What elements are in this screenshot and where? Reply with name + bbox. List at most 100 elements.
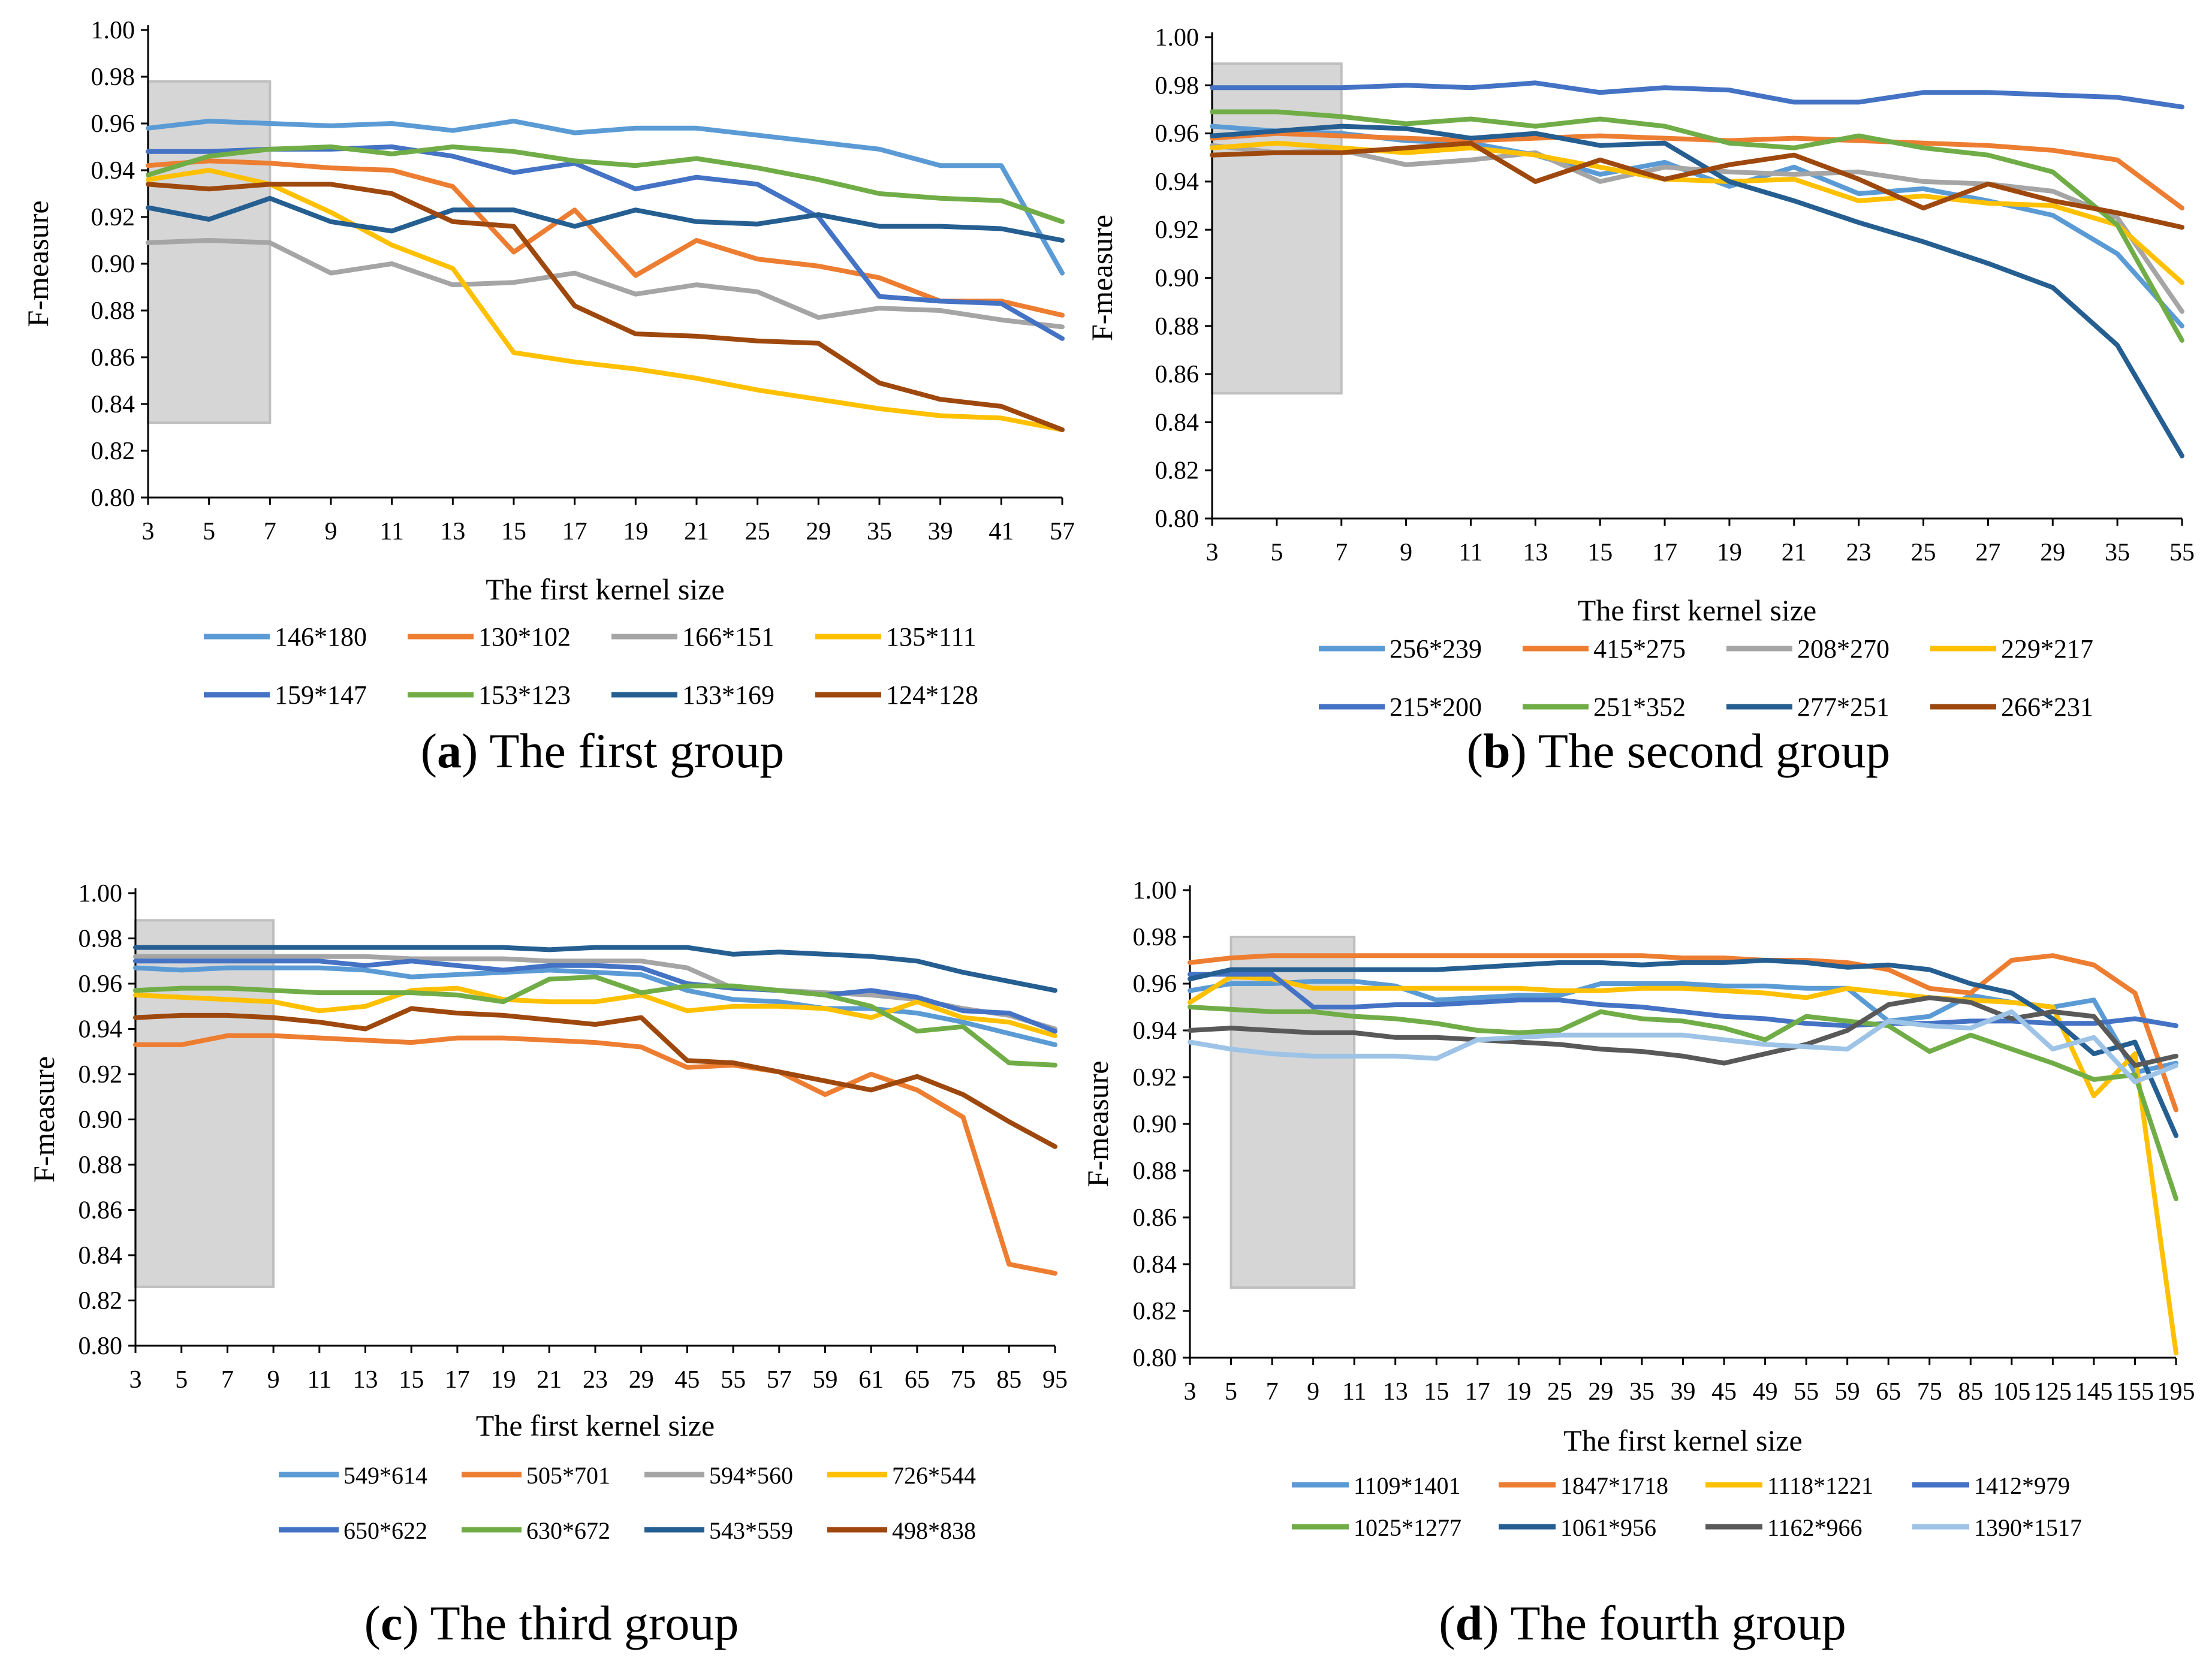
x-tick-label: 3 xyxy=(1206,539,1219,566)
series-line-266*231 xyxy=(1210,140,2184,230)
series-line-1118*1221 xyxy=(1188,974,2178,1356)
series-line-415*275 xyxy=(1210,131,2184,211)
y-tick-label: 0.82 xyxy=(79,1288,123,1315)
x-tick-label: 39 xyxy=(928,518,953,545)
y-tick-label: 0.92 xyxy=(1155,216,1200,244)
series-line-277*251 xyxy=(1210,123,2184,459)
x-tick-label: 13 xyxy=(1523,539,1548,566)
x-tick-label: 15 xyxy=(501,518,526,545)
x-tick-label: 9 xyxy=(1307,1378,1319,1406)
series-line-146*180 xyxy=(146,119,1065,276)
y-axis-label: F-measure xyxy=(1085,215,1119,341)
y-tick-label: 0.92 xyxy=(91,204,135,231)
legend-label: 133*169 xyxy=(682,680,774,710)
y-tick-label: 0.84 xyxy=(1133,1251,1177,1279)
series-line-1390*1517 xyxy=(1188,1009,2178,1084)
y-tick-label: 0.94 xyxy=(1155,168,1200,196)
legend-label: 146*180 xyxy=(275,622,367,652)
series-line-1061*956 xyxy=(1188,958,2178,1138)
highlight-box xyxy=(1211,62,1343,395)
x-tick-label: 49 xyxy=(1753,1378,1778,1406)
panel-caption: (d) The fourth group xyxy=(1439,1596,1846,1650)
x-tick-label: 7 xyxy=(1335,539,1348,566)
y-tick-label: 1.00 xyxy=(79,880,123,908)
y-tick-label: 0.80 xyxy=(91,484,135,512)
y-tick-label: 0.94 xyxy=(91,157,135,185)
highlight-box xyxy=(147,80,272,424)
legend-label: 505*701 xyxy=(526,1462,610,1489)
y-tick-label: 0.90 xyxy=(1133,1111,1177,1138)
series-line-251*352 xyxy=(1210,109,2184,343)
x-tick-label: 21 xyxy=(1782,539,1807,566)
x-tick-label: 21 xyxy=(684,518,709,545)
panel-c: 0.80 0.82 0.84 0.86 0.88 0.90 0.92 0.94 0.96 0.98… xyxy=(27,880,1068,1650)
series-line-215*200 xyxy=(1210,80,2184,110)
legend-label: 594*560 xyxy=(709,1462,793,1489)
legend-label: 130*102 xyxy=(478,622,571,652)
x-tick-label: 17 xyxy=(1465,1378,1490,1406)
legend-label: 277*251 xyxy=(1797,692,1889,722)
x-tick-label: 75 xyxy=(951,1366,976,1394)
legend-label: 208*270 xyxy=(1797,634,1889,664)
y-tick-label: 0.86 xyxy=(79,1197,123,1225)
y-tick-label: 0.88 xyxy=(1155,313,1200,340)
legend-label: 1162*966 xyxy=(1767,1514,1863,1541)
y-tick-label: 0.94 xyxy=(79,1016,123,1044)
legend-label: 256*239 xyxy=(1390,634,1482,664)
highlight-box xyxy=(1229,936,1356,1289)
y-tick-label: 0.98 xyxy=(79,926,123,953)
x-tick-label: 11 xyxy=(308,1366,332,1394)
legend-label: 229*217 xyxy=(2001,634,2093,664)
legend-label: 1025*1277 xyxy=(1354,1514,1461,1541)
x-tick-label: 19 xyxy=(1717,539,1742,566)
x-tick-label: 45 xyxy=(674,1366,700,1394)
x-tick-label: 25 xyxy=(1547,1378,1572,1406)
x-tick-label: 105 xyxy=(1993,1378,2030,1406)
y-tick-label: 0.80 xyxy=(1155,505,1200,533)
legend-label: 153*123 xyxy=(478,680,571,710)
x-tick-label: 9 xyxy=(325,518,337,545)
x-tick-label: 35 xyxy=(2105,539,2130,566)
highlight-box xyxy=(134,919,275,1288)
x-tick-label: 61 xyxy=(858,1366,884,1394)
y-tick-label: 0.86 xyxy=(1133,1204,1177,1232)
series-line-505*701 xyxy=(133,1033,1057,1276)
x-tick-label: 15 xyxy=(1424,1378,1449,1406)
x-tick-label: 19 xyxy=(623,518,648,545)
y-tick-label: 0.86 xyxy=(91,344,135,372)
x-tick-label: 3 xyxy=(129,1366,142,1394)
x-tick-label: 17 xyxy=(1652,539,1677,566)
y-tick-label: 0.80 xyxy=(79,1333,123,1360)
legend-label: 251*352 xyxy=(1593,692,1686,722)
y-tick-label: 0.96 xyxy=(91,110,135,138)
x-tick-label: 15 xyxy=(399,1366,424,1394)
panel-caption: (a) The first group xyxy=(421,724,785,778)
x-tick-label: 5 xyxy=(203,518,215,545)
y-tick-label: 0.84 xyxy=(91,391,135,418)
legend-label: 415*275 xyxy=(1593,634,1686,664)
legend-label: 215*200 xyxy=(1390,692,1482,722)
x-tick-label: 19 xyxy=(1506,1378,1531,1406)
x-tick-label: 125 xyxy=(2034,1378,2072,1406)
y-tick-label: 0.90 xyxy=(1155,265,1200,293)
y-tick-label: 0.88 xyxy=(1133,1157,1177,1185)
legend: 549*614 505*701 594*560 726*544 650*622 630*6… xyxy=(279,1462,976,1544)
x-tick-label: 65 xyxy=(905,1366,930,1394)
y-tick-label: 0.82 xyxy=(1155,457,1200,485)
x-tick-label: 13 xyxy=(1383,1378,1408,1406)
x-tick-label: 13 xyxy=(440,518,465,545)
series-line-133*169 xyxy=(146,195,1065,243)
x-axis-label: The first kernel size xyxy=(476,1409,715,1442)
x-tick-label: 9 xyxy=(267,1366,280,1394)
x-tick-label: 5 xyxy=(175,1366,188,1394)
x-tick-label: 29 xyxy=(629,1366,654,1394)
x-tick-label: 19 xyxy=(491,1366,516,1394)
x-tick-label: 11 xyxy=(1458,539,1482,566)
series-line-153*123 xyxy=(146,144,1065,224)
y-tick-label: 0.92 xyxy=(1133,1064,1177,1092)
x-tick-label: 17 xyxy=(562,518,587,545)
legend-label: 266*231 xyxy=(2001,692,2093,722)
x-tick-label: 9 xyxy=(1400,539,1412,566)
x-tick-label: 17 xyxy=(445,1366,470,1394)
x-tick-label: 7 xyxy=(264,518,276,545)
